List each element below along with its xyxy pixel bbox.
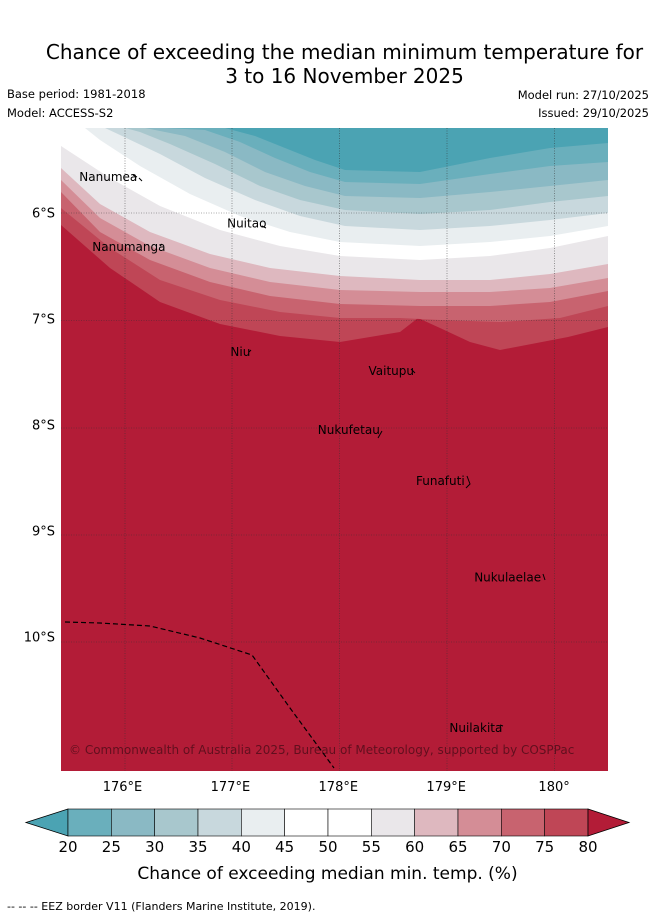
longitude-label: 176°E	[103, 780, 143, 795]
colorbar-tick-label: 50	[318, 838, 338, 856]
colorbar-segment	[67, 808, 112, 837]
latitude-label: 10°S	[24, 631, 55, 646]
longitude-label: 179°E	[426, 780, 466, 795]
gridlines	[61, 128, 608, 771]
eez-footnote: -- -- -- EEZ border V11 (Flanders Marine…	[7, 900, 316, 913]
colorbar-segment	[154, 808, 199, 837]
latitude-label: 7°S	[32, 313, 55, 328]
colorbar-tick-label: 25	[101, 838, 121, 856]
model-name: Model: ACCESS-S2	[7, 106, 114, 120]
colorbar-tick-label: 75	[535, 838, 555, 856]
contour-fill	[61, 128, 608, 771]
model-run-date: Model run: 27/10/2025	[517, 88, 649, 102]
island-label-nuitao: Nuitao	[227, 217, 266, 231]
longitude-label: 177°E	[211, 780, 251, 795]
colorbar-segment	[371, 808, 415, 837]
colorbar-extend-low	[24, 808, 69, 837]
colorbar-title: Chance of exceeding median min. temp. (%…	[137, 864, 518, 884]
colorbar-tick-label: 60	[405, 838, 425, 856]
chart-title: Chance of exceeding the median minimum t…	[0, 40, 655, 88]
colorbar-segment	[284, 808, 329, 837]
colorbar-segment	[501, 808, 545, 837]
longitude-label: 178°E	[319, 780, 359, 795]
colorbar-segment	[241, 808, 285, 837]
latitude-label: 8°S	[32, 419, 55, 434]
colorbar-tick-label: 70	[491, 838, 511, 856]
island-label-nuilakita: Nuilakita	[449, 721, 502, 735]
colorbar-tick-label: 30	[145, 838, 165, 856]
island-shapes	[132, 174, 546, 727]
longitude-label: 180°	[538, 780, 569, 795]
eez-border	[64, 621, 335, 769]
title-line-2: 3 to 16 November 2025	[225, 64, 464, 88]
issued-date: Issued: 29/10/2025	[538, 106, 649, 120]
base-period: Base period: 1981-2018	[7, 87, 146, 101]
island-label-nukufetau: Nukufetau	[318, 423, 380, 437]
island-label-vaitupu: Vaitupu	[369, 364, 415, 378]
colorbar-tick-label: 35	[188, 838, 208, 856]
colorbar-segment	[111, 808, 155, 837]
colorbar-segment	[544, 808, 589, 837]
island-label-funafuti: Funafuti	[416, 474, 465, 488]
colorbar-tick-label: 55	[361, 838, 381, 856]
island-label-niu: Niu	[230, 345, 250, 359]
latitude-label: 6°S	[32, 207, 55, 222]
colorbar-tick-label: 40	[231, 838, 251, 856]
copyright-notice: © Commonwealth of Australia 2025, Bureau…	[69, 743, 574, 757]
colorbar-extend-high	[587, 808, 631, 837]
title-line-1: Chance of exceeding the median minimum t…	[45, 40, 644, 64]
colorbar-tick-label: 80	[578, 838, 598, 856]
colorbar-segment	[197, 808, 242, 837]
island-label-nanumanga: Nanumanga	[92, 240, 165, 254]
island-label-nanumea: Nanumea	[79, 170, 137, 184]
longitude-labels: 176°E 177°E 178°E 179°E 180°	[103, 780, 570, 795]
colorbar-segment	[414, 808, 459, 837]
colorbar-segment	[457, 808, 502, 837]
colorbar-tick-label: 65	[448, 838, 468, 856]
colorbar-tick-label: 45	[275, 838, 295, 856]
island-labels: Nanumea Nuitao Nanumanga Niu Vaitupu Nukufeta…	[79, 170, 541, 735]
colorbar	[24, 808, 631, 837]
latitude-label: 9°S	[32, 525, 55, 540]
colorbar-segment	[327, 808, 372, 837]
colorbar-tick-label: 20	[58, 838, 78, 856]
latitude-labels: 6°S 7°S 8°S 9°S 10°S	[24, 207, 55, 646]
island-label-nukulaelae: Nukulaelae	[474, 570, 541, 584]
